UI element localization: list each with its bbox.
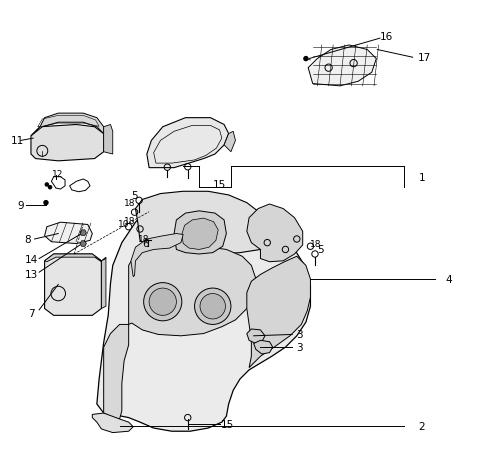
Circle shape: [200, 294, 226, 319]
Circle shape: [149, 288, 176, 316]
Polygon shape: [247, 205, 303, 262]
Polygon shape: [80, 230, 86, 236]
Text: 7: 7: [28, 308, 35, 319]
Text: 18: 18: [138, 235, 149, 244]
Text: 6: 6: [142, 238, 149, 248]
Polygon shape: [45, 254, 101, 316]
Text: 1: 1: [419, 173, 425, 183]
Polygon shape: [45, 223, 92, 244]
Text: 14: 14: [25, 254, 38, 264]
Polygon shape: [135, 192, 274, 254]
Polygon shape: [308, 46, 376, 87]
Circle shape: [194, 288, 231, 325]
Polygon shape: [45, 254, 106, 262]
Text: 5: 5: [318, 245, 324, 255]
Text: 5: 5: [131, 190, 138, 201]
Polygon shape: [224, 132, 236, 152]
Text: 18: 18: [124, 217, 135, 226]
Polygon shape: [129, 246, 256, 336]
Text: 3: 3: [296, 342, 302, 353]
Text: 15: 15: [221, 419, 234, 429]
Polygon shape: [174, 211, 227, 254]
Text: 17: 17: [418, 53, 431, 63]
Text: 18: 18: [310, 240, 322, 248]
Text: 10: 10: [119, 219, 130, 229]
Text: 8: 8: [24, 235, 31, 245]
Polygon shape: [253, 341, 273, 354]
Text: 2: 2: [419, 421, 425, 431]
Text: 16: 16: [380, 32, 393, 42]
Polygon shape: [247, 329, 265, 344]
Text: 4: 4: [446, 274, 452, 285]
Text: 12: 12: [52, 169, 63, 178]
Polygon shape: [101, 259, 106, 309]
Circle shape: [303, 57, 309, 62]
Text: 18: 18: [124, 199, 135, 207]
Text: 15: 15: [213, 179, 226, 189]
Circle shape: [48, 185, 52, 190]
Polygon shape: [182, 218, 218, 250]
Polygon shape: [31, 125, 104, 162]
Text: 11: 11: [11, 136, 24, 146]
Polygon shape: [104, 125, 113, 155]
Circle shape: [43, 201, 48, 206]
Polygon shape: [80, 241, 86, 247]
Polygon shape: [147, 118, 228, 168]
Polygon shape: [92, 413, 133, 433]
Polygon shape: [97, 196, 311, 431]
Polygon shape: [104, 325, 129, 419]
Circle shape: [45, 183, 49, 187]
Polygon shape: [31, 114, 104, 136]
Polygon shape: [247, 257, 311, 368]
Text: 9: 9: [18, 201, 24, 211]
Polygon shape: [131, 234, 183, 277]
Circle shape: [144, 283, 182, 321]
Text: 13: 13: [25, 270, 38, 280]
Text: 3: 3: [296, 330, 302, 340]
